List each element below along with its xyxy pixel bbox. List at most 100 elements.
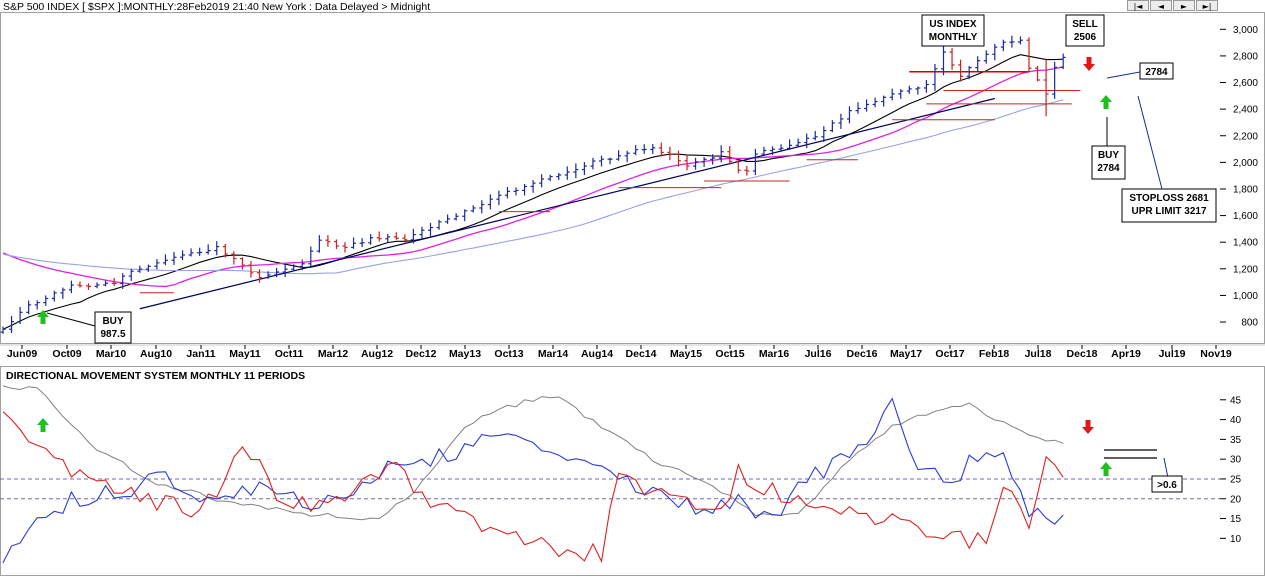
price-bar [761, 146, 767, 157]
stoploss-label-text: UPR LIMIT 3217 [1131, 206, 1206, 217]
price-bar [735, 159, 741, 174]
dms-ratio-label: >0.6 [1151, 475, 1183, 493]
stoploss-label-text: STOPLOSS 2681 [1129, 193, 1209, 204]
y-tick-label: 2,400 [1233, 105, 1258, 116]
price-bar [17, 307, 23, 325]
price-bar [564, 166, 570, 180]
y-tick-label: 2,200 [1233, 131, 1258, 142]
x-tick-label: May17 [890, 348, 922, 360]
price-bar [1009, 35, 1015, 48]
price-bar [941, 45, 946, 76]
x-tick-label: Dec12 [406, 348, 437, 360]
price-bar [812, 130, 818, 141]
x-tick-label: May11 [229, 348, 261, 360]
price-bar [205, 244, 211, 255]
moving-average-ma-short [2, 54, 1064, 330]
price-bar [530, 180, 536, 193]
dms-y-tick-label: 40 [1230, 415, 1242, 426]
x-tick-label: Aug12 [361, 348, 393, 360]
price-bar [94, 282, 100, 289]
price-bar [410, 228, 416, 244]
price-bar [248, 260, 254, 278]
prev-button[interactable]: ◄ [1150, 0, 1172, 11]
price-bar [1026, 37, 1032, 73]
dms-ratio-label-text: >0.6 [1157, 480, 1177, 491]
price-bar [616, 150, 622, 161]
price-bar [231, 251, 237, 265]
buy-arrow-up-icon [1100, 95, 1112, 109]
x-tick-label: Jul16 [805, 348, 832, 360]
price-bar [197, 247, 203, 256]
price-bar [385, 234, 391, 243]
price-bar [838, 113, 844, 129]
price-bar [547, 174, 553, 181]
x-tick-label: Jan11 [186, 348, 215, 360]
price-bar [658, 142, 664, 157]
dms-y-tick-label: 25 [1230, 474, 1242, 485]
x-tick-label: May13 [449, 348, 481, 360]
price-bar [1043, 58, 1049, 117]
x-tick-label: Aug14 [581, 348, 613, 360]
connector-line [1106, 71, 1141, 79]
y-tick-label: 2,600 [1233, 78, 1258, 89]
price-bar [513, 187, 519, 196]
price-bar [43, 295, 49, 306]
dms-panel-title: DIRECTIONAL MOVEMENT SYSTEM MONTHLY 11 P… [6, 370, 305, 382]
page-title: S&P 500 INDEX [ $SPX ]:MONTHLY:28Feb2019… [3, 1, 430, 13]
price-bar [727, 145, 733, 165]
us-index-monthly-label-text: MONTHLY [929, 32, 978, 43]
y-tick-label: 3,000 [1233, 25, 1258, 36]
price-bar [419, 226, 425, 240]
x-tick-label: Jul18 [1025, 348, 1052, 360]
price-bar [436, 219, 442, 230]
price-2784-label: 2784 [1139, 62, 1174, 80]
first-page-button[interactable]: |◄ [1127, 0, 1149, 11]
price-bar [128, 268, 134, 281]
price-bar [675, 150, 681, 167]
price-bar [342, 242, 348, 253]
price-bar [539, 174, 545, 188]
x-tick-label: Feb18 [979, 348, 1010, 360]
x-tick-label: Oct15 [715, 348, 744, 360]
price-bar [171, 251, 177, 265]
x-tick-label: Mar10 [96, 348, 127, 360]
price-bar [1017, 36, 1023, 45]
trendline [139, 97, 995, 310]
price-2784-label-box [1139, 62, 1174, 80]
price-bar [804, 133, 810, 148]
y-tick-label: 800 [1241, 318, 1258, 329]
y-tick-label: 2,000 [1233, 158, 1258, 169]
buy-2784-label-text: BUY [1098, 150, 1119, 161]
x-tick-label: Apr19 [1111, 348, 1141, 360]
price-bar [282, 264, 288, 278]
price-bar [120, 273, 126, 289]
buy-2784-label-text: 2784 [1097, 163, 1120, 174]
buy-987-label-box [94, 311, 132, 344]
price-bar [633, 145, 639, 156]
price-bar [710, 154, 716, 165]
price-bar [590, 157, 596, 170]
x-tick-label: Oct17 [935, 348, 964, 360]
dms-line-adx [2, 385, 1064, 521]
next-button[interactable]: ► [1173, 0, 1195, 11]
moving-average-ma-long [2, 66, 1064, 288]
sell-label-box [1065, 14, 1105, 47]
price-bar [257, 269, 262, 283]
x-tick-label: Oct09 [52, 348, 81, 360]
price-bar [145, 264, 151, 272]
price-bar [428, 222, 433, 237]
x-tick-label: Mar14 [538, 348, 569, 360]
y-tick-label: 1,400 [1233, 238, 1258, 249]
price-bar [898, 89, 904, 99]
x-tick-label: Mar12 [318, 348, 349, 360]
price-bar [462, 209, 468, 222]
moving-average-ma-longest [2, 99, 1064, 275]
price-bar [829, 120, 835, 133]
price-bar [316, 235, 322, 253]
sell-label-text: SELL [1072, 19, 1098, 30]
last-page-button[interactable]: ►| [1196, 0, 1218, 11]
price-bar [864, 99, 870, 112]
price-bar [684, 154, 690, 171]
price-bar [470, 205, 476, 213]
